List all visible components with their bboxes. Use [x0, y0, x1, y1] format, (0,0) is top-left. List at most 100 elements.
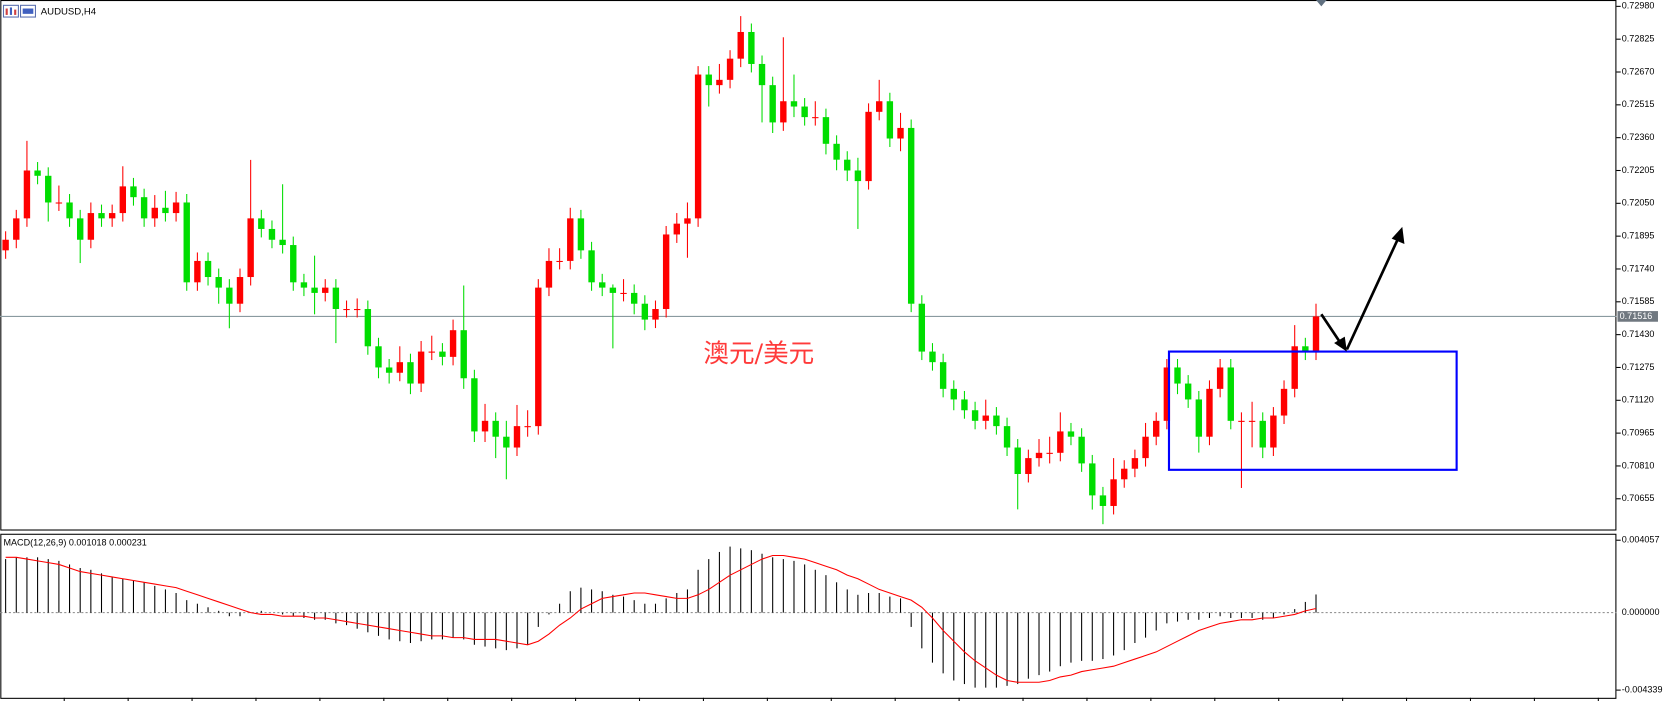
- macd-label: MACD(12,26,9) 0.001018 0.000231: [3, 538, 146, 548]
- y-tick-label: 0.70655: [1622, 493, 1655, 503]
- candle-body: [684, 218, 691, 224]
- candle-body: [652, 309, 659, 320]
- candle-body: [332, 287, 340, 310]
- candle-body: [1046, 452, 1053, 454]
- candle-body: [1035, 452, 1043, 459]
- last-price-box: [1617, 311, 1658, 322]
- candle-body: [140, 197, 148, 219]
- candle-body: [1259, 420, 1266, 448]
- candle-body: [194, 260, 201, 283]
- candle-body: [535, 287, 542, 427]
- candle-body: [1025, 458, 1032, 474]
- candle-body: [769, 85, 776, 123]
- candle-body: [907, 127, 915, 304]
- candle-body: [13, 218, 20, 240]
- shift-marker: [1316, 0, 1327, 7]
- candle-body: [428, 351, 435, 353]
- candle-body: [460, 330, 467, 379]
- candle-body: [1270, 415, 1277, 448]
- candle-body: [609, 287, 617, 293]
- y-tick-label: 0.000000: [1622, 607, 1660, 617]
- candle-body: [439, 351, 446, 357]
- y-tick-label: 0.70965: [1622, 428, 1655, 438]
- candle-body: [311, 287, 318, 293]
- candle-body: [844, 159, 851, 171]
- candle-body: [1174, 367, 1181, 384]
- candle-body: [556, 260, 563, 262]
- candle-body: [45, 175, 52, 203]
- candle-body: [993, 415, 1000, 427]
- candle-body: [726, 58, 734, 80]
- macd-panel-frame: [0, 533, 1617, 699]
- y-tick-label: 0.71120: [1622, 395, 1654, 405]
- candle-body: [630, 292, 638, 304]
- candle-body: [108, 213, 116, 219]
- candle-body: [897, 127, 904, 139]
- candle-body: [407, 362, 414, 384]
- y-tick-label: 0.70810: [1622, 460, 1655, 470]
- candle-body: [343, 309, 350, 311]
- candle-body: [833, 143, 840, 160]
- candle-body: [300, 282, 308, 288]
- candle-body: [780, 101, 787, 123]
- y-tick-label: 0.72360: [1622, 132, 1655, 142]
- candle-body: [1153, 420, 1160, 437]
- candle-body: [236, 277, 244, 304]
- candle-body: [290, 245, 297, 283]
- candle-body: [929, 351, 936, 363]
- candle-body: [2, 239, 9, 251]
- candle-body: [1121, 468, 1128, 480]
- y-tick-label: 0.72205: [1622, 165, 1655, 175]
- candle-body: [66, 202, 73, 219]
- candle-body: [886, 101, 894, 139]
- candle-body: [599, 282, 606, 288]
- candle-body: [812, 117, 819, 119]
- y-tick-label: 0.71740: [1622, 263, 1655, 273]
- candle-body: [1110, 479, 1117, 506]
- candle-body: [87, 213, 95, 240]
- y-tick-label: 0.72980: [1622, 1, 1655, 11]
- y-tick-label: 0.71585: [1622, 296, 1655, 306]
- candle-body: [1312, 316, 1320, 352]
- candle-body: [577, 218, 585, 251]
- candle-body: [375, 346, 382, 368]
- last-price-label: 0.71516: [1620, 311, 1653, 321]
- candle-body: [279, 239, 286, 246]
- candle-body: [758, 63, 766, 86]
- candle-body: [226, 287, 233, 304]
- candle-body: [1163, 367, 1171, 421]
- candle-body: [449, 330, 457, 357]
- y-tick-label: 0.71895: [1622, 231, 1655, 241]
- candle-body: [950, 388, 957, 400]
- candle-body: [1195, 399, 1203, 437]
- candle-body: [258, 218, 265, 229]
- candle-body: [1216, 367, 1224, 389]
- candle-body: [34, 170, 41, 176]
- candle-body: [1248, 420, 1256, 422]
- candle-body: [1280, 388, 1288, 416]
- candle-body: [417, 351, 425, 384]
- candle-body: [513, 426, 521, 448]
- candle-body: [748, 31, 755, 64]
- candle-body: [396, 362, 404, 373]
- candle-body: [822, 117, 830, 144]
- candle-body: [641, 303, 649, 320]
- candle-body: [662, 234, 670, 310]
- candle-body: [130, 186, 137, 198]
- y-tick-label: 0.004057: [1622, 535, 1660, 545]
- candle-body: [1003, 426, 1011, 448]
- candle-body: [1302, 346, 1309, 352]
- candle-body: [322, 287, 329, 293]
- candle-body: [961, 399, 968, 411]
- candle-body: [268, 228, 276, 240]
- y-tick-label: -0.004339: [1622, 684, 1663, 694]
- chart-title: AUDUSD,H4: [41, 6, 97, 17]
- candle-body: [471, 378, 478, 432]
- main-panel-frame: [0, 0, 1617, 531]
- annotation: 澳元/美元: [703, 339, 814, 369]
- candle-body: [1057, 431, 1064, 453]
- y-tick-label: 0.72050: [1622, 198, 1655, 208]
- candle-body: [982, 415, 989, 421]
